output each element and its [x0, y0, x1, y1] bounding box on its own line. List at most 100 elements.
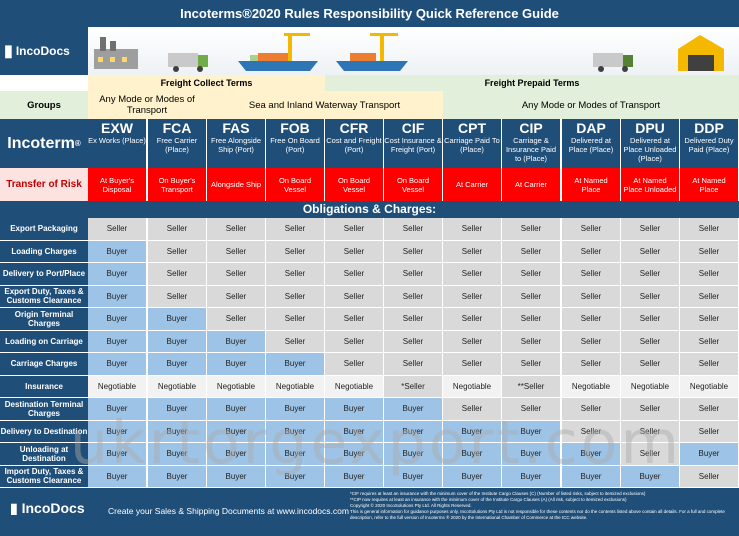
group-any-mode-collect: Any Mode or Modes of Transport — [88, 91, 206, 119]
row-label: Carriage Charges — [0, 353, 88, 376]
table-cell: Buyer — [325, 398, 384, 421]
table-cell: Buyer — [207, 353, 266, 376]
incoterm-description: Cost and Freight (Port) — [326, 136, 382, 154]
table-cell: Seller — [266, 240, 325, 263]
row-label: Destination Terminal Charges — [0, 398, 88, 421]
table-cell: Buyer — [680, 443, 739, 466]
group-any-mode-prepaid: Any Mode or Modes of Transport — [443, 91, 739, 119]
table-cell: Seller — [562, 398, 621, 421]
row-label: Loading on Carriage — [0, 330, 88, 353]
incoterm-header-cfr: CFR Cost and Freight (Port) — [325, 119, 384, 168]
table-cell: Buyer — [266, 443, 325, 466]
incoterm-header-fca: FCA Free Carrier (Place) — [148, 119, 207, 168]
table-cell: Negotiable — [266, 375, 325, 398]
table-cell: Seller — [680, 398, 739, 421]
table-cell: Seller — [502, 240, 561, 263]
table-cell: Seller — [207, 285, 266, 308]
table-cell: Seller — [621, 420, 680, 443]
groups-label: Groups — [0, 91, 88, 119]
truck-icon — [168, 53, 208, 72]
footer-notes: *CIF requires at least an insurance with… — [350, 491, 735, 521]
table-cell: Seller — [443, 330, 502, 353]
incoterm-code: DPU — [635, 120, 665, 136]
table-cell: Seller — [502, 398, 561, 421]
table-cell: Buyer — [88, 240, 147, 263]
table-cell: Seller — [502, 330, 561, 353]
table-cell: Buyer — [325, 465, 384, 488]
watermark: ukrtorgexport.com — [70, 408, 682, 478]
band-freight-collect: Freight Collect Terms — [88, 75, 325, 91]
incoterm-code: DAP — [576, 120, 606, 136]
row-label: Import Duty, Taxes & Customs Clearance — [0, 465, 88, 488]
incoterm-header-dap: DAP Delivered at Place (Place) — [562, 119, 621, 168]
table-cell: Seller — [562, 218, 621, 241]
band-freight-prepaid: Freight Prepaid Terms — [325, 75, 739, 91]
table-cell: Seller — [325, 218, 384, 241]
table-cell: Buyer — [266, 420, 325, 443]
incoterm-description: Free Carrier (Place) — [156, 136, 198, 154]
table-cell: Seller — [680, 420, 739, 443]
risk-cell-cif: On Board Vessel — [384, 168, 443, 201]
table-cell: Buyer — [88, 285, 147, 308]
table-cell: Buyer — [207, 443, 266, 466]
risk-cell-dap: At Named Place — [562, 168, 621, 201]
incoterm-description: Free Alongside Ship (Port) — [210, 136, 262, 154]
table-cell: Seller — [502, 263, 561, 286]
table-cell: Seller — [384, 353, 443, 376]
table-cell: Seller — [621, 398, 680, 421]
footer-note: *CIF requires at least an insurance with… — [350, 491, 646, 496]
incoterm-description: Delivered at Place (Place) — [568, 136, 614, 154]
table-cell: Buyer — [148, 353, 207, 376]
incoterm-header-exw: EXW Ex Works (Place) — [88, 119, 147, 168]
table-cell: Buyer — [443, 420, 502, 443]
incoterm-description: Carriage & Insurance Paid to (Place) — [505, 136, 557, 163]
table-cell: Seller — [384, 285, 443, 308]
table-cell: Seller — [502, 308, 561, 331]
table-cell: Buyer — [266, 353, 325, 376]
footer: ▮ IncoDocs Create your Sales & Shipping … — [0, 488, 739, 536]
table-cell: Seller — [502, 353, 561, 376]
table-cell: Seller — [621, 443, 680, 466]
table-cell: Buyer — [384, 398, 443, 421]
table-cell: Buyer — [88, 263, 147, 286]
table-cell: Seller — [621, 263, 680, 286]
incoterm-code: FAS — [222, 120, 250, 136]
risk-cell-cpt: At Carrier — [443, 168, 502, 201]
table-cell: Seller — [562, 240, 621, 263]
risk-cell-dpu: At Named Place Unloaded — [621, 168, 680, 201]
table-cell: Seller — [502, 218, 561, 241]
factory-icon — [94, 37, 138, 69]
table-cell: Buyer — [88, 398, 147, 421]
table-cell: Seller — [148, 263, 207, 286]
incoterm-code: FOB — [280, 120, 310, 136]
table-cell: Seller — [325, 263, 384, 286]
table-cell: Buyer — [88, 308, 147, 331]
table-cell: Buyer — [148, 308, 207, 331]
table-cell: Seller — [621, 308, 680, 331]
table-cell: Buyer — [207, 330, 266, 353]
table-cell: Buyer — [443, 465, 502, 488]
table-cell: Buyer — [384, 420, 443, 443]
table-cell: Seller — [384, 263, 443, 286]
incoterm-label: Incoterm ® — [0, 119, 88, 168]
table-cell: Buyer — [502, 465, 561, 488]
table-cell: Seller — [443, 218, 502, 241]
table-cell: Negotiable — [562, 375, 621, 398]
row-label: Export Packaging — [0, 218, 88, 241]
risk-cell-exw: At Buyer's Disposal — [88, 168, 147, 201]
table-cell: Buyer — [384, 465, 443, 488]
table-cell: Seller — [325, 330, 384, 353]
table-cell: Seller — [207, 308, 266, 331]
shipping-illustration — [94, 33, 724, 72]
table-cell: Buyer — [502, 420, 561, 443]
table-cell: Seller — [266, 218, 325, 241]
table-cell: Seller — [384, 218, 443, 241]
incoterm-header-dpu: DPU Delivered at Place Unloaded (Place) — [621, 119, 680, 168]
table-cell: Buyer — [266, 398, 325, 421]
row-label: Export Duty, Taxes & Customs Clearance — [0, 285, 88, 308]
table-cell: Buyer — [207, 465, 266, 488]
risk-cell-fas: Alongside Ship — [207, 168, 266, 201]
table-cell: Seller — [443, 285, 502, 308]
crane-ship-icon — [238, 33, 318, 71]
incoterm-code: EXW — [101, 120, 133, 136]
